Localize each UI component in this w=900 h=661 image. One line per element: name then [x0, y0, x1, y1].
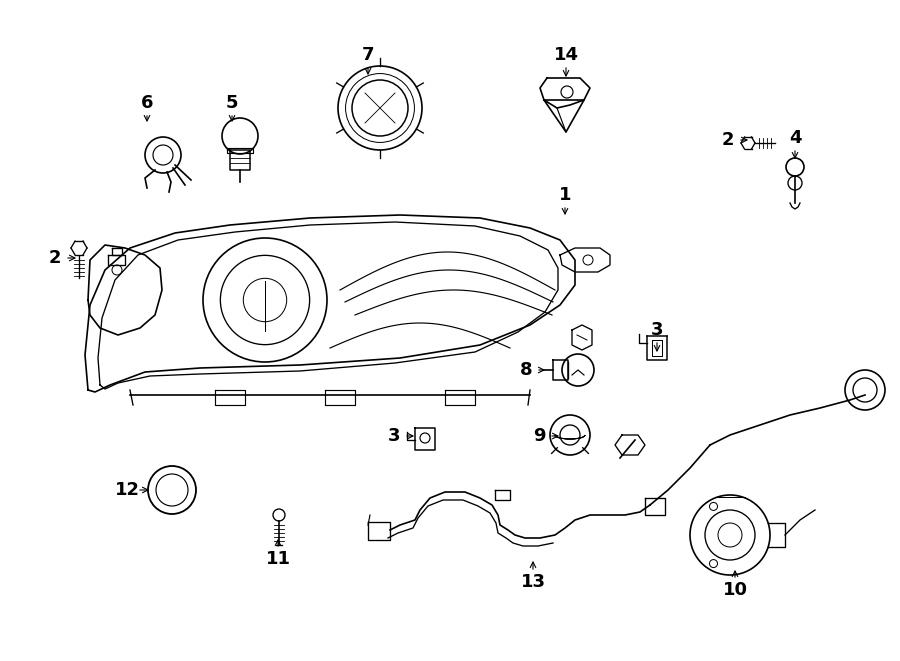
Text: 2: 2 [722, 131, 734, 149]
Text: 2: 2 [49, 249, 61, 267]
Text: 4: 4 [788, 129, 801, 147]
Text: 1: 1 [559, 186, 572, 204]
Text: 10: 10 [723, 581, 748, 599]
Text: 11: 11 [266, 550, 291, 568]
Text: 9: 9 [533, 427, 545, 445]
Text: 8: 8 [519, 361, 532, 379]
Text: 6: 6 [140, 94, 153, 112]
Text: 3: 3 [651, 321, 663, 339]
Text: 13: 13 [520, 573, 545, 591]
Text: 3: 3 [388, 427, 400, 445]
Text: 14: 14 [554, 46, 579, 64]
Text: 12: 12 [114, 481, 140, 499]
Text: 7: 7 [362, 46, 374, 64]
Text: 5: 5 [226, 94, 239, 112]
